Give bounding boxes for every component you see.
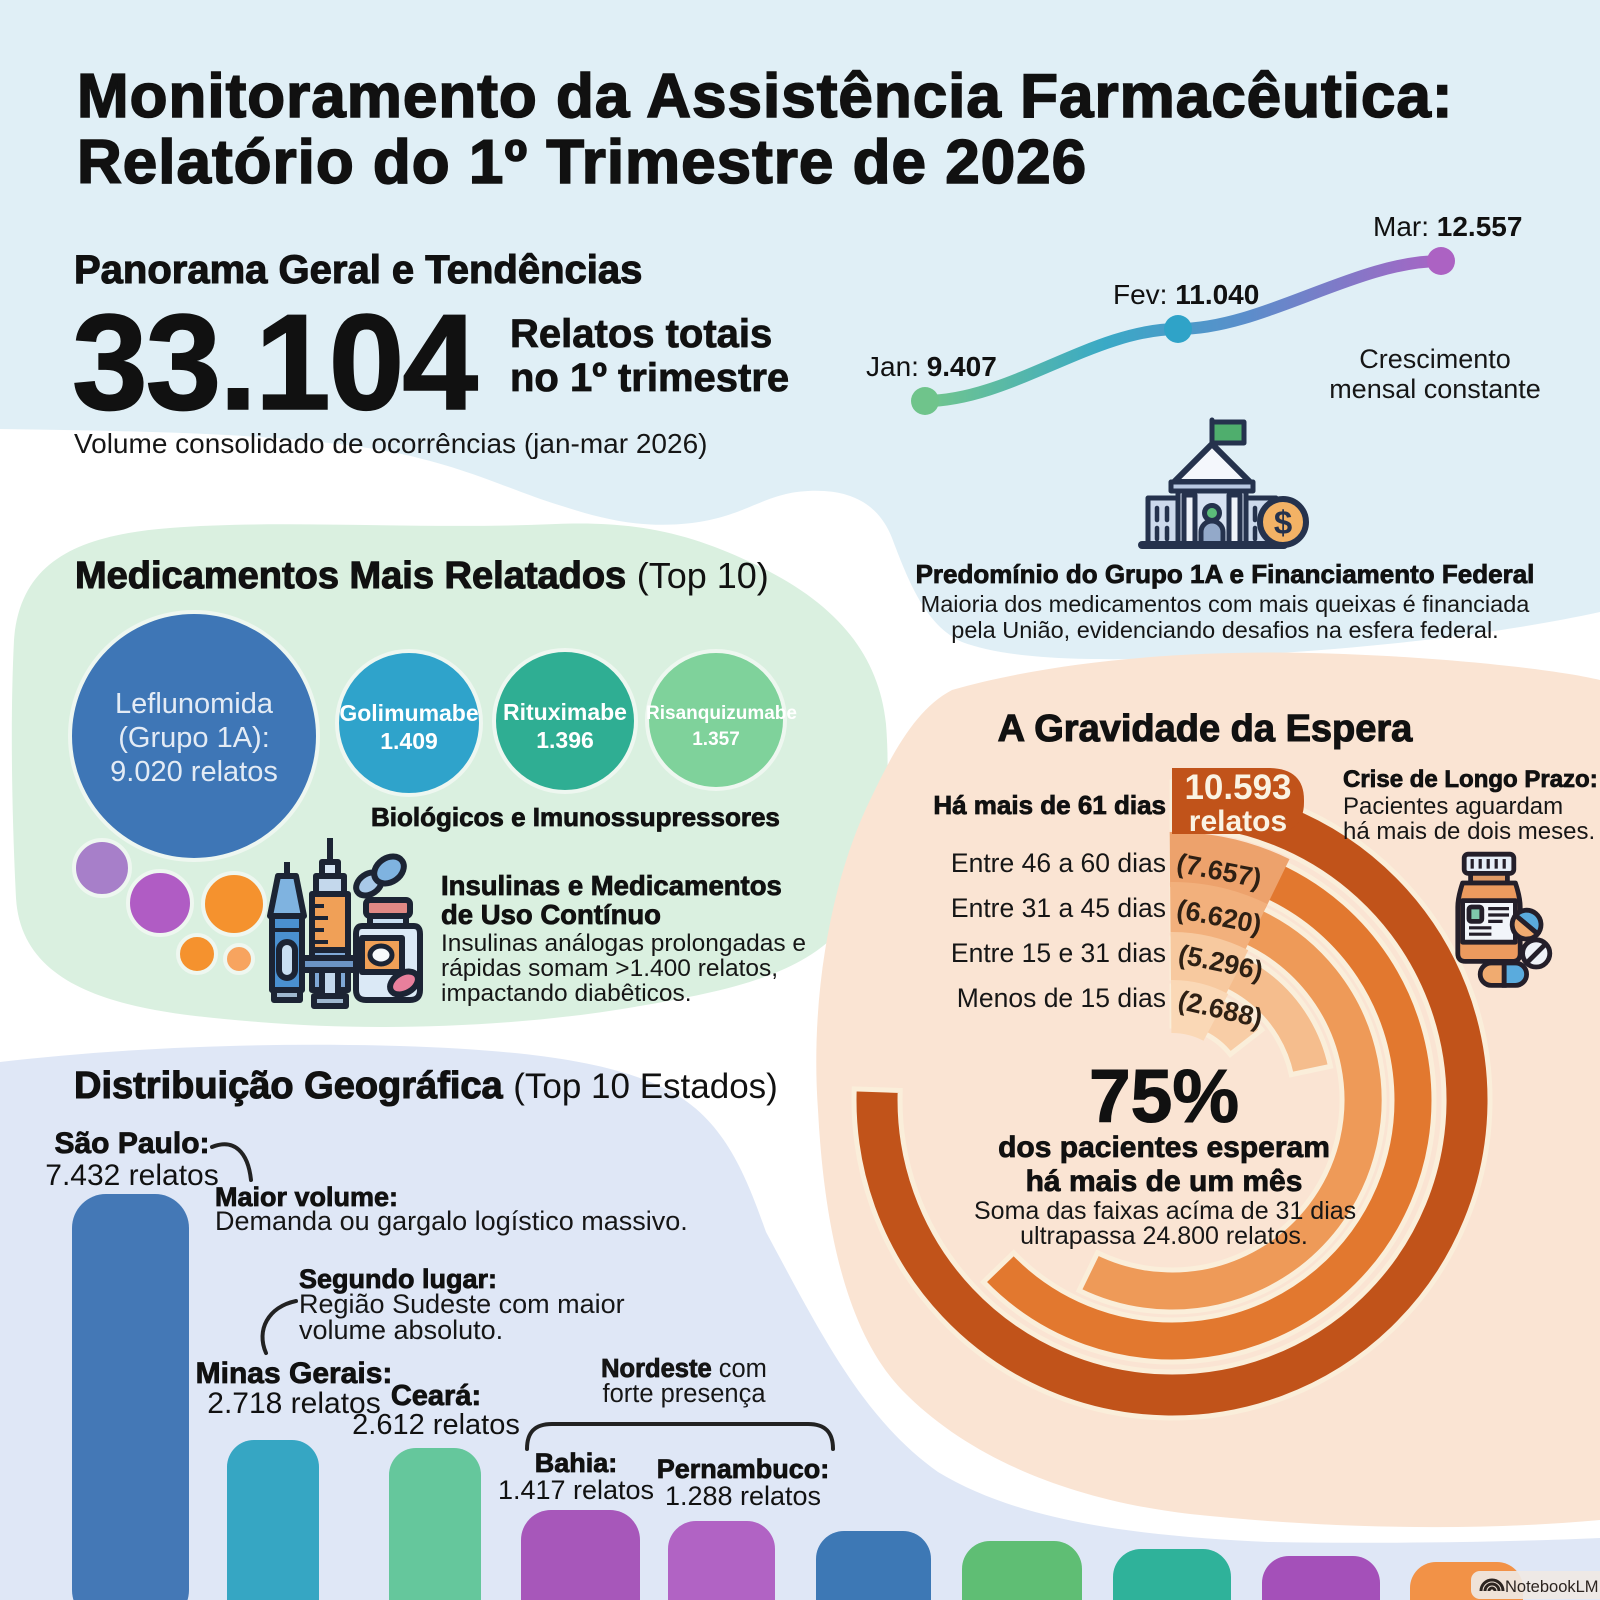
svg-text:$: $ bbox=[1274, 504, 1292, 541]
